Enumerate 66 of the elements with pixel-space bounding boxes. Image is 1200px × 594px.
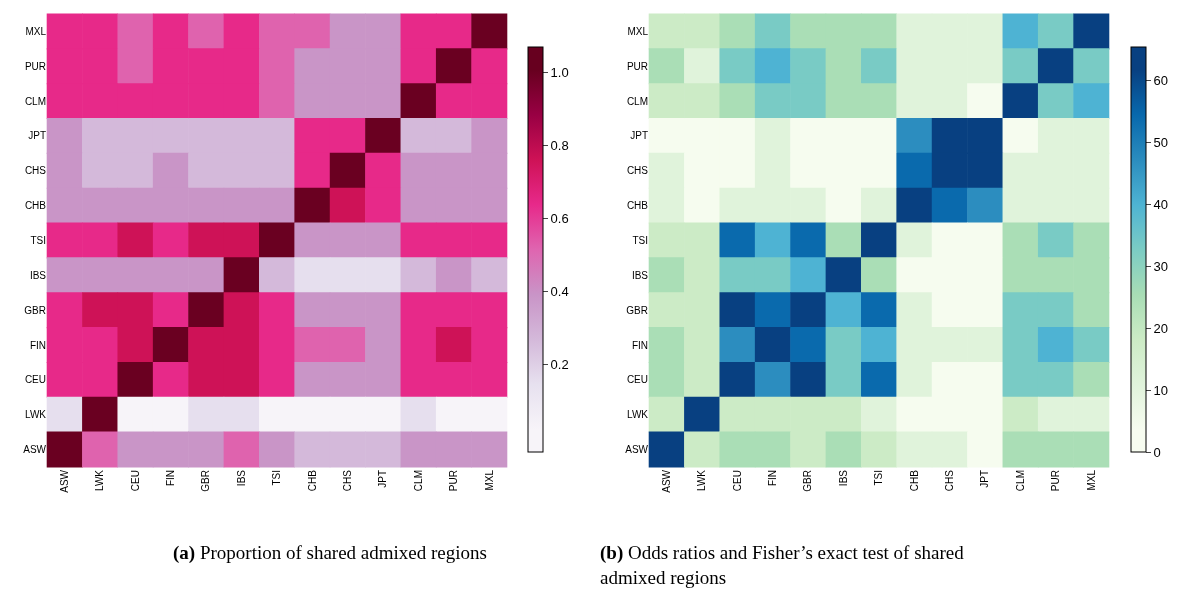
color-bar-label: 10 [1153, 382, 1169, 398]
y-tick-label: MXL [25, 25, 47, 37]
x-tick-label: CLM [412, 470, 424, 492]
x-tick-label: ASW [660, 469, 672, 493]
y-tick-label: CHS [626, 165, 649, 177]
color-bar-label: 60 [1153, 72, 1169, 88]
color-bar-label: 0 [1153, 444, 1161, 460]
x-tick-label: IBS [235, 469, 247, 487]
x-tick-label: ASW [58, 469, 70, 493]
x-tick-label: CHB [306, 469, 318, 492]
y-tick-label: CHS [24, 165, 47, 177]
x-tick-label: FIN [165, 470, 177, 487]
x-tick-label: JPT [377, 470, 389, 488]
x-tick-label: JPT [979, 470, 991, 488]
y-tick-label: CEU [626, 374, 648, 386]
x-tick-label: IBS [837, 469, 849, 487]
color-bar-label: 40 [1153, 196, 1169, 212]
color-bar-label: 50 [1153, 134, 1169, 150]
y-tick-label: ASW [625, 444, 649, 456]
x-tick-label: LWK [696, 469, 708, 491]
y-tick-label: IBS [29, 269, 47, 281]
x-tick-label: GBR [802, 470, 814, 492]
y-tick-label: LWK [627, 409, 649, 421]
x-tick-label: MXL [1085, 469, 1097, 491]
color-bar-label: 30 [1153, 258, 1169, 274]
color-bar-label: 0.2 [550, 356, 569, 372]
x-tick-label: TSI [873, 470, 885, 486]
x-tick-label: CHS [342, 469, 354, 492]
x-tick-label: PUR [1050, 470, 1062, 492]
y-tick-label: CLM [626, 95, 648, 107]
y-tick-label: FIN [29, 339, 46, 351]
color-bar-label: 0.4 [550, 284, 569, 300]
x-tick-label: CEU [129, 470, 141, 492]
y-tick-label: GBR [626, 304, 648, 316]
y-tick-label: PUR [24, 60, 46, 72]
y-tick-label: CEU [24, 374, 46, 386]
y-tick-label: ASW [23, 444, 47, 456]
y-tick-label: PUR [626, 60, 648, 72]
y-tick-label: CHB [24, 200, 47, 212]
y-tick-label: LWK [25, 409, 47, 421]
x-tick-label: CHB [908, 469, 920, 492]
y-tick-label: GBR [24, 304, 46, 316]
y-tick-label: FIN [631, 339, 648, 351]
color-bar-label: 20 [1153, 320, 1169, 336]
x-tick-label: PUR [448, 470, 460, 492]
y-tick-label: JPT [630, 130, 648, 142]
x-tick-label: CHS [944, 469, 956, 492]
text: (a) Proportion of shared admixed regions [173, 542, 487, 564]
x-tick-label: GBR [200, 470, 212, 492]
x-tick-label: CLM [1014, 470, 1026, 492]
color-bar-label: 0.8 [550, 138, 569, 154]
x-tick-label: CEU [731, 470, 743, 492]
x-tick-label: TSI [271, 470, 283, 486]
x-tick-label: MXL [483, 469, 495, 491]
y-tick-label: TSI [632, 235, 648, 246]
text: (b) Odds ratios and Fisher’s exact test of shared admixed regions [600, 542, 965, 588]
y-tick-label: CHB [626, 200, 649, 212]
y-tick-label: JPT [28, 130, 46, 142]
x-tick-label: LWK [94, 469, 106, 491]
color-bar-label: 1.0 [550, 65, 569, 81]
color-bar-label: 0.6 [550, 211, 569, 227]
y-tick-label: CLM [24, 95, 46, 107]
y-tick-label: MXL [627, 25, 649, 37]
y-tick-label: IBS [631, 269, 649, 281]
y-tick-label: TSI [30, 235, 46, 246]
x-tick-label: FIN [767, 470, 779, 487]
